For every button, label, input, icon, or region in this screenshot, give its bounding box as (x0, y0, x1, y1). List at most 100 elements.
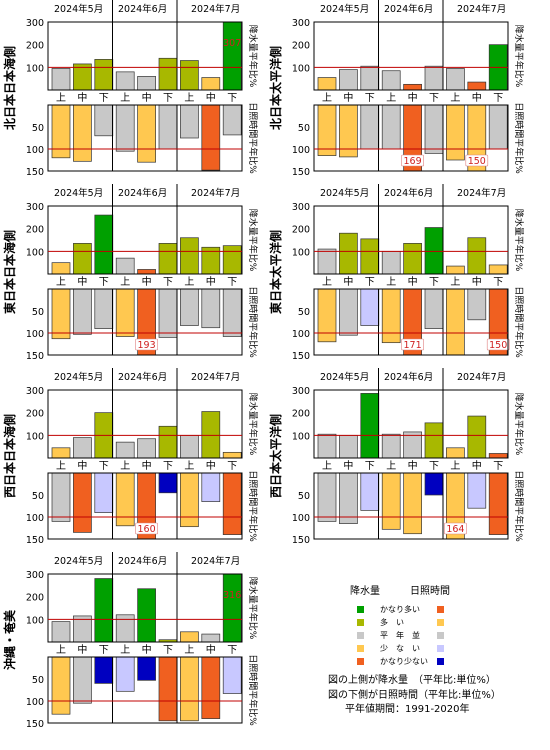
dekad-label: 下 (365, 277, 375, 288)
sun-tick-label: 100 (26, 329, 44, 340)
dekad-label: 中 (343, 91, 353, 104)
sun-data-label-box (465, 154, 489, 167)
sun-tick-label: 50 (298, 123, 310, 134)
sunshine-data-label: 150 (468, 156, 486, 167)
sunshine-bar (51, 656, 71, 715)
sunshine-bar (222, 472, 242, 535)
sunshine-bar (403, 472, 422, 535)
sunshine-bar (180, 288, 199, 326)
sun-tick-label: 150 (26, 167, 44, 178)
sun-data-label-box (401, 154, 424, 167)
precip-bar (222, 451, 242, 459)
sun-data-label-box (444, 522, 467, 535)
precip-bar (424, 227, 444, 275)
precip-bar (73, 437, 92, 459)
sunshine-bar (222, 656, 242, 694)
legend-cat-1: かなり多い (380, 605, 420, 614)
sunshine-bar (180, 472, 199, 528)
dekad-label: 下 (99, 277, 109, 288)
month-label: 2024年6月 (384, 371, 433, 383)
sunshine-bar (360, 288, 380, 326)
precip-bar (360, 393, 380, 459)
dekad-label: 下 (163, 645, 173, 656)
sun-frame (47, 104, 243, 172)
month-label: 2024年7月 (191, 371, 240, 383)
sunshine-bar (201, 288, 221, 329)
dekad-label: 上 (56, 460, 66, 472)
precip-tick-label: 200 (292, 409, 310, 420)
sunshine-bar (360, 472, 380, 511)
sunshine-bar (381, 288, 401, 344)
dekad-label: 中 (206, 643, 216, 656)
sunshine-bar (73, 472, 92, 533)
legend-precip-swatch (357, 632, 364, 639)
legend-sun-swatch (437, 619, 444, 626)
dekad-label: 中 (142, 643, 152, 656)
sunshine-bar (201, 104, 221, 171)
dekad-label: 下 (227, 461, 237, 472)
precip-bar (446, 265, 465, 275)
precip-side-label: 降水量平年比% (513, 25, 525, 88)
sun-tick-label: 50 (298, 307, 310, 318)
dekad-label: 中 (343, 275, 353, 288)
sun-frame (313, 288, 509, 356)
sunshine-data-label: 150 (489, 340, 507, 351)
dekad-label: 中 (408, 275, 418, 288)
precip-tick-label: 200 (292, 41, 310, 52)
sun-side-label: 日照時間平年比% (247, 654, 259, 726)
dekad-label: 下 (163, 93, 173, 104)
month-label: 2024年7月 (191, 187, 240, 199)
legend-sun-header: 日照時間 (410, 586, 450, 597)
panel-1: 2024年5月 2024年6月 2024年7月100200300上中下上中下上中下5… (268, 0, 525, 178)
month-label: 2024年5月 (320, 371, 369, 383)
sun-tick-label: 150 (292, 351, 310, 362)
sun-tick-label: 100 (26, 145, 44, 156)
sun-tick-label: 150 (292, 535, 310, 546)
precip-bar (137, 269, 156, 275)
sunshine-bar (158, 472, 178, 494)
sun-tick-label: 100 (26, 513, 44, 524)
month-label: 2024年7月 (191, 555, 240, 567)
panel-3: 2024年5月 2024年6月 2024年7月100200300上中下上中下上中下5… (268, 184, 525, 362)
month-label: 2024年5月 (54, 555, 103, 567)
precip-side-label: 降水量平年比% (513, 393, 525, 456)
precip-bar (381, 250, 401, 275)
dekad-label: 上 (184, 460, 194, 472)
sun-tick-label: 50 (32, 123, 44, 134)
sunshine-bar (339, 288, 358, 336)
sunshine-bar (467, 288, 487, 321)
legend-precip-swatch (357, 645, 364, 652)
month-label: 2024年6月 (384, 187, 433, 199)
dekad-label: 上 (184, 276, 194, 288)
legend-cat-4: 少 な い (380, 644, 420, 653)
dekad-label: 中 (206, 275, 216, 288)
sunshine-bar (467, 472, 487, 509)
sun-frame (313, 472, 509, 540)
sunshine-bar (115, 104, 135, 152)
precip-bar (137, 438, 156, 459)
region-label: 東日本太平洋側 (268, 230, 283, 314)
month-label: 2024年6月 (118, 187, 167, 199)
legend-cat-5: かなり少ない (380, 657, 428, 666)
precip-tick-label: 200 (26, 225, 44, 236)
legend-note-2: 図の下側が日照時間（平年比:単位%） (328, 690, 501, 701)
precip-bar (424, 422, 444, 459)
dekad-label: 下 (365, 93, 375, 104)
sun-tick-label: 150 (292, 167, 310, 178)
dekad-label: 中 (408, 459, 418, 472)
precip-tick-label: 100 (26, 63, 44, 74)
sunshine-bar (115, 288, 135, 337)
sunshine-bar (115, 656, 135, 692)
month-label: 2024年5月 (320, 187, 369, 199)
dekad-label: 上 (120, 460, 130, 472)
sun-tick-label: 100 (292, 329, 310, 340)
dekad-label: 上 (322, 460, 332, 472)
panel-5: 2024年5月 2024年6月 2024年7月100200300上中下上中下上中下5… (268, 368, 525, 546)
precip-tick-label: 100 (26, 615, 44, 626)
precip-bar (94, 214, 114, 275)
precip-side-label: 降水量平年比% (513, 209, 525, 272)
precip-bar (73, 243, 92, 275)
sunshine-bar (94, 104, 114, 137)
precip-tick-label: 300 (292, 18, 310, 29)
